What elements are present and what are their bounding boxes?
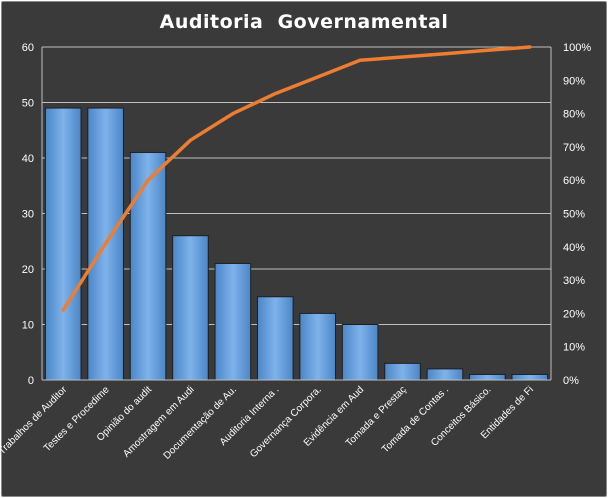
y2-tick-label: 70%	[563, 142, 585, 154]
y-tick-label: 60	[22, 42, 34, 54]
bar	[256, 296, 294, 381]
y2-tick-label: 0%	[563, 375, 579, 387]
y-tick-label: 0	[28, 375, 34, 387]
bar	[44, 107, 82, 381]
bar	[214, 262, 252, 381]
y2-tick-label: 20%	[563, 308, 585, 320]
y2-tick-label: 50%	[563, 209, 585, 221]
y-tick-label: 40	[22, 153, 34, 165]
y-tick-label: 50	[22, 98, 34, 110]
y2-tick-label: 30%	[563, 275, 585, 287]
bar	[299, 312, 337, 381]
bar	[129, 151, 167, 381]
y2-tick-label: 10%	[563, 342, 585, 354]
y2-tick-label: 40%	[563, 242, 585, 254]
chart-title: Auditoria Governamental	[160, 11, 449, 33]
y2-tick-label: 60%	[563, 175, 585, 187]
y2-tick-label: 80%	[563, 109, 585, 121]
bar	[511, 373, 549, 381]
y-tick-label: 20	[22, 264, 34, 276]
x-tick-label: Documentação de Au.	[162, 384, 239, 461]
y2-tick-label: 90%	[563, 75, 585, 87]
y-tick-label: 10	[22, 320, 34, 332]
y2-tick-label: 100%	[563, 42, 591, 54]
x-tick-label: Governança Corpora.	[248, 384, 324, 460]
bar	[384, 362, 421, 381]
bar	[341, 324, 379, 381]
bar	[172, 235, 209, 381]
cumulative-line	[61, 45, 532, 312]
bar	[426, 368, 464, 381]
x-tick-label: Trabalhos de Auditor	[0, 384, 70, 457]
y-tick-label: 30	[22, 209, 34, 221]
bar	[469, 373, 506, 381]
x-tick-label: Amostragem em Audi	[121, 384, 196, 459]
